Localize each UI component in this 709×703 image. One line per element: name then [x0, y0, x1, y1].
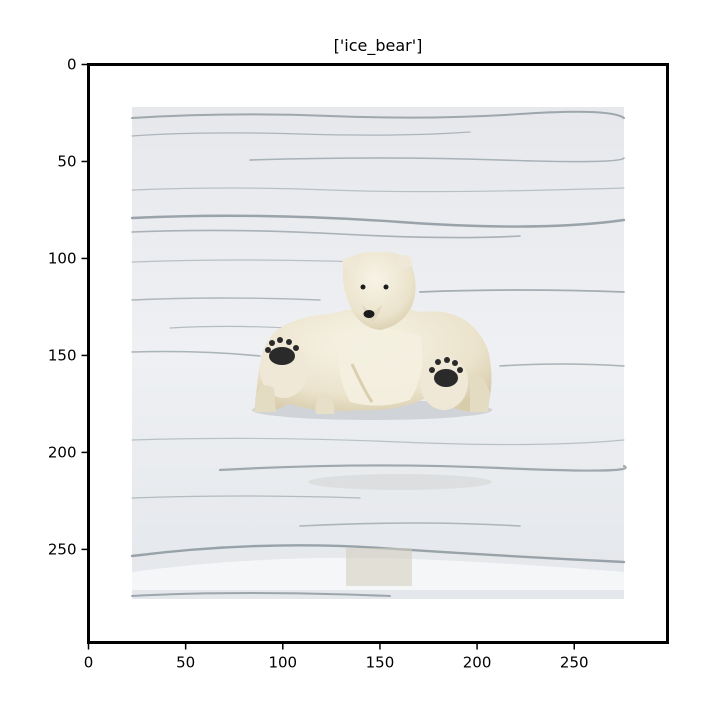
x-tick-label: 250	[560, 654, 589, 672]
photo	[130, 107, 627, 599]
left-paw	[260, 337, 308, 398]
y-tick-label: 200	[48, 443, 77, 461]
meltwater-puddles	[132, 474, 624, 590]
x-tick-label: 100	[268, 654, 297, 672]
x-tick-label: 200	[463, 654, 492, 672]
y-tick-label: 100	[48, 249, 77, 267]
x-tick-label: 50	[176, 654, 195, 672]
polar-bear	[254, 251, 492, 414]
y-tick-label: 250	[48, 540, 77, 558]
x-tick-label: 150	[366, 654, 395, 672]
ice-cracks	[130, 110, 627, 597]
axes-frame	[87, 63, 669, 644]
y-axis-ticks: 0 50 100 150 200 250	[48, 56, 89, 558]
y-tick-label: 50	[57, 152, 76, 170]
x-axis-ticks: 0 50 100 150 200 250	[84, 642, 589, 672]
right-paw	[420, 354, 468, 410]
x-tick-label: 0	[84, 654, 94, 672]
y-tick-label: 0	[67, 56, 77, 74]
plot-title: ['ice_bear']	[334, 36, 423, 56]
y-tick-label: 150	[48, 346, 77, 364]
